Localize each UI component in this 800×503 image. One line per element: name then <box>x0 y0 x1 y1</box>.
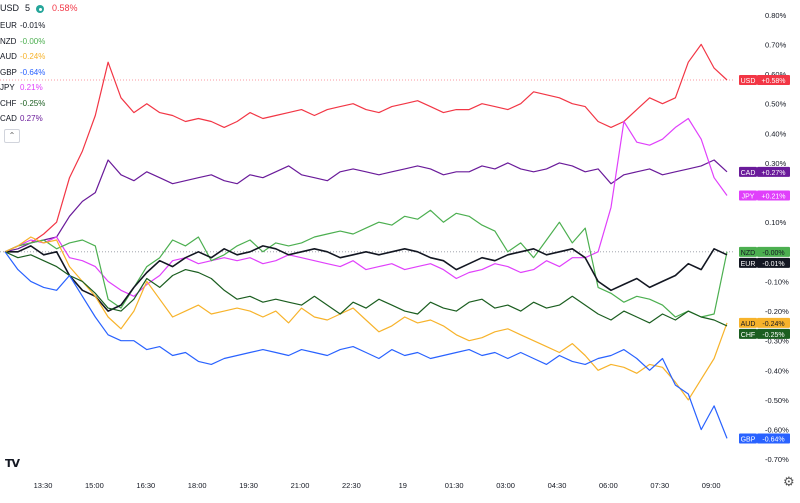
series-line-eur <box>5 245 728 312</box>
x-tick-label: 15:00 <box>85 481 104 490</box>
series-line-aud <box>4 236 728 401</box>
legend-name: AUD <box>0 52 17 61</box>
y-tick-label: -0.20% <box>765 307 789 316</box>
svg-text:EUR: EUR <box>741 261 756 268</box>
y-tick-label: 0.80% <box>765 11 787 20</box>
x-axis[interactable]: 13:30 15:00 16:30 18:00 19:30 21:00 22:30 19 01:… <box>34 481 721 490</box>
legend-name: EUR <box>0 21 17 30</box>
series-tag-nzd: NZD -0.00% <box>739 246 790 257</box>
x-tick-label: 19 <box>399 481 407 490</box>
header-value: 0.58% <box>52 3 78 14</box>
tradingview-logo[interactable]: TV <box>5 457 20 470</box>
svg-text:AUD: AUD <box>741 321 756 328</box>
header-interval: 5 <box>25 3 31 14</box>
svg-text:-0.01%: -0.01% <box>762 261 784 268</box>
x-tick-label: 07:30 <box>650 481 669 490</box>
x-tick-label: 18:00 <box>188 481 207 490</box>
x-tick-label: 16:30 <box>136 481 155 490</box>
svg-text:+0.21%: +0.21% <box>762 194 786 201</box>
series-tag-cad: CAD +0.27% <box>739 166 790 177</box>
y-tick-label: 0.10% <box>765 218 787 227</box>
y-axis[interactable]: 0.80%0.70%0.60%0.50%0.40%0.30%0.20%0.10%… <box>765 11 789 464</box>
series-line-cad <box>4 159 728 253</box>
legend-value: 0.27% <box>20 114 43 123</box>
x-tick-label: 19:30 <box>239 481 258 490</box>
legend-name: NZD <box>0 36 17 46</box>
svg-text:USD: USD <box>741 78 756 85</box>
x-tick-label: 13:30 <box>34 481 53 490</box>
x-tick-label: 06:00 <box>599 481 618 490</box>
y-tick-label: -0.40% <box>765 366 789 375</box>
legend-item-aud[interactable]: AUD -0.24% <box>0 49 78 65</box>
series-labels: USD +0.58%CAD +0.27%JPY +0.21%NZD -0.00%EUR -… <box>739 74 790 444</box>
legend-value: -0.64% <box>20 67 46 77</box>
svg-text:NZD: NZD <box>741 250 755 257</box>
y-tick-label: -0.50% <box>765 396 789 405</box>
svg-text:CHF: CHF <box>741 332 755 339</box>
svg-text:-0.25%: -0.25% <box>762 332 784 339</box>
series-line-nzd <box>4 209 728 318</box>
legend-value: 0.21% <box>20 83 43 92</box>
svg-text:CAD: CAD <box>741 170 756 177</box>
y-tick-label: -0.10% <box>765 277 789 286</box>
y-tick-label: 0.40% <box>765 129 787 138</box>
legend-item-nzd[interactable]: NZD -0.00% <box>0 34 78 50</box>
series-line-gbp <box>4 251 728 439</box>
series-tag-aud: AUD -0.24% <box>739 317 790 328</box>
svg-text:-0.00%: -0.00% <box>762 250 784 257</box>
y-tick-label: 0.70% <box>765 40 787 49</box>
gear-icon[interactable]: ⚙ <box>783 474 795 489</box>
y-tick-label: -0.60% <box>765 426 789 435</box>
legend-name: CAD <box>0 114 17 123</box>
y-tick-label: 0.50% <box>765 100 787 109</box>
svg-text:+0.27%: +0.27% <box>762 170 786 177</box>
y-tick-label: -0.30% <box>765 337 789 346</box>
series-tag-jpy: JPY +0.21% <box>739 190 790 201</box>
legend-value: -0.01% <box>20 21 46 30</box>
series-line-chf <box>4 251 728 327</box>
y-tick-label: 0.30% <box>765 159 787 168</box>
legend-item-gbp[interactable]: GBP -0.64% <box>0 65 78 81</box>
series-line-jpy <box>4 117 728 297</box>
x-tick-label: 03:00 <box>496 481 515 490</box>
chevron-up-icon[interactable]: ⌃ <box>4 128 20 143</box>
x-tick-label: 01:30 <box>445 481 464 490</box>
market-status-icon <box>36 5 45 13</box>
x-tick-label: 21:00 <box>291 481 310 490</box>
legend-name: JPY <box>0 83 15 92</box>
legend-item-cad[interactable]: CAD 0.27% <box>0 111 78 127</box>
svg-text:GBP: GBP <box>741 436 756 443</box>
legend-value: -0.25% <box>20 98 46 108</box>
svg-text:-0.24%: -0.24% <box>762 321 784 328</box>
svg-text:JPY: JPY <box>742 194 755 201</box>
plot-area[interactable] <box>0 43 735 439</box>
legend-item-chf[interactable]: CHF -0.25% <box>0 96 78 112</box>
series-tag-eur: EUR -0.01% <box>739 257 790 268</box>
legend-item-eur[interactable]: EUR -0.01% <box>0 18 78 34</box>
x-tick-label: 22:30 <box>342 481 361 490</box>
svg-text:+0.58%: +0.58% <box>762 78 786 85</box>
series-line-usd <box>4 43 728 253</box>
y-tick-label: -0.70% <box>765 455 789 464</box>
legend-value: -0.00% <box>20 36 46 46</box>
legend-item-jpy[interactable]: JPY 0.21% <box>0 80 78 96</box>
x-tick-label: 04:30 <box>548 481 567 490</box>
series-tag-gbp: GBP -0.64% <box>739 433 790 444</box>
series-tag-usd: USD +0.58% <box>739 74 790 85</box>
symbol-header[interactable]: USD 5 0.58% <box>0 0 78 18</box>
legend: USD 5 0.58% EUR -0.01% NZD -0.00% AUD -0.24% G… <box>0 0 78 143</box>
svg-text:-0.64%: -0.64% <box>762 436 784 443</box>
x-tick-label: 09:00 <box>702 481 721 490</box>
legend-name: CHF <box>0 98 17 108</box>
legend-name: GBP <box>0 67 17 77</box>
header-symbol: USD <box>0 3 20 14</box>
y-tick-label: 0.60% <box>765 70 787 79</box>
legend-value: -0.24% <box>20 52 46 61</box>
series-tag-chf: CHF -0.25% <box>739 328 790 339</box>
